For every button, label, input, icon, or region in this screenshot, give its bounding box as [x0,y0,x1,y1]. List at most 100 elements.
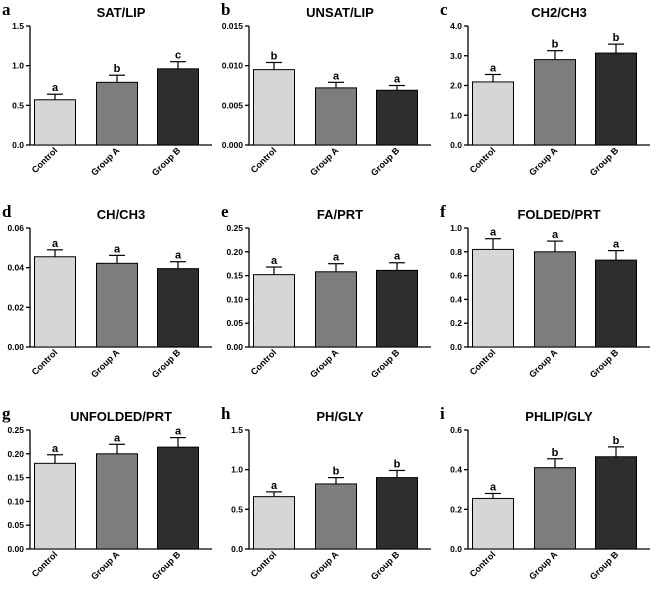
significance-letter: a [271,255,278,267]
panel-title: PHLIP/GLY [525,409,593,424]
category-label: Group B [150,347,183,380]
error-bar [389,84,405,91]
panel-f: f FOLDED/PRT 0.0 0.2 0.4 0.6 0.8 1.0 a Control a Gr… [440,202,650,380]
bar-group-a [315,483,357,550]
significance-letter: b [394,458,401,470]
y-tick-label: 0.2 [450,504,462,514]
bar-control [472,248,514,348]
category-label: Control [30,549,60,579]
significance-letter: a [271,480,278,492]
y-tick-label: 0.25 [7,425,24,435]
category-label: Control [249,347,279,377]
panel-i: i PHLIP/GLY 0.0 0.2 0.4 0.6 a Control b Group A b G… [440,404,650,582]
category-label: Group B [150,549,183,582]
panel-letter: c [440,0,448,19]
y-tick-label: 0.20 [7,449,24,459]
bar-control [34,99,76,146]
category-label: Group A [308,145,341,178]
significance-letter: a [52,443,59,455]
y-tick-label: 0.10 [226,294,243,304]
y-tick-label: 0.0 [450,342,462,352]
error-bar [328,477,344,484]
error-bar [608,43,624,54]
significance-letter: a [114,243,121,255]
y-tick-label: 0.05 [226,318,243,328]
panel-b: b UNSAT/LIP 0.000 0.005 0.010 0.015 b Control a G… [221,0,431,178]
y-tick-label: 0.20 [226,247,243,257]
significance-letter: b [613,32,620,44]
y-tick-label: 0.2 [450,318,462,328]
bar-group-a [96,262,138,348]
error-bar [547,50,563,60]
panel-e: e FA/PRT 0.00 0.05 0.10 0.15 0.20 0.25 a Control a… [221,202,431,380]
significance-letter: c [175,50,181,62]
error-bar [389,469,405,478]
error-bar [485,238,501,250]
y-tick-label: 0.15 [226,271,243,281]
category-label: Group A [527,347,560,380]
significance-letter: b [552,39,559,51]
category-label: Control [249,145,279,175]
y-tick-label: 1.5 [231,425,243,435]
panel-c: c CH2/CH3 0.0 1.0 2.0 3.0 4.0 a Control b Group A b… [440,0,650,178]
error-bar [109,254,125,264]
panel-title: UNFOLDED/PRT [70,409,172,424]
significance-letter: b [613,435,620,447]
bar-control [34,256,76,348]
error-bar [109,74,125,83]
category-label: Group A [89,549,122,582]
bar-group-a [534,467,576,550]
y-tick-label: 0.015 [222,21,244,31]
category-label: Group B [369,145,402,178]
category-label: Group B [588,347,621,380]
error-bar [266,491,282,497]
bar-control [253,69,295,146]
category-label: Control [30,347,60,377]
panel-letter: d [2,202,12,221]
panel-title: FA/PRT [317,207,363,222]
significance-letter: b [271,50,278,62]
category-label: Group A [527,549,560,582]
y-tick-label: 1.0 [450,110,462,120]
category-label: Group A [89,145,122,178]
bar-group-b [595,52,637,146]
y-tick-label: 1.5 [12,21,24,31]
significance-letter: a [490,227,497,239]
bar-control [34,462,76,550]
category-label: Control [468,549,498,579]
category-label: Group B [369,549,402,582]
bar-group-b [157,446,199,550]
panel-title: FOLDED/PRT [517,207,600,222]
y-tick-label: 0.00 [7,544,24,554]
y-tick-label: 0.0 [231,544,243,554]
significance-letter: a [394,74,401,86]
panel-title: SAT/LIP [97,5,146,20]
error-bar [170,61,186,69]
bar-control [253,274,295,348]
error-bar [170,261,186,269]
error-bar [266,266,282,275]
panel-letter: i [440,404,445,423]
error-bar [547,458,563,468]
y-tick-label: 0.0 [450,140,462,150]
bar-group-b [376,89,418,146]
y-tick-label: 0.5 [12,100,24,110]
y-tick-label: 0.8 [450,247,462,257]
y-tick-label: 0.6 [450,425,462,435]
panel-g: g UNFOLDED/PRT 0.00 0.05 0.10 0.15 0.20 0.25 a Co… [2,404,212,582]
y-tick-label: 0.05 [7,520,24,530]
y-tick-label: 0.04 [7,263,24,273]
error-bar [547,240,563,252]
error-bar [47,93,63,100]
significance-letter: a [333,252,340,264]
category-label: Group B [588,145,621,178]
bar-group-b [595,259,637,348]
error-bar [328,263,344,272]
y-tick-label: 0.00 [7,342,24,352]
bar-group-a [534,251,576,348]
bar-group-a [96,81,138,146]
y-tick-label: 0.25 [226,223,243,233]
panel-d: d CH/CH3 0.00 0.02 0.04 0.06 a Control a Group A a… [2,202,212,380]
significance-letter: a [394,251,401,263]
